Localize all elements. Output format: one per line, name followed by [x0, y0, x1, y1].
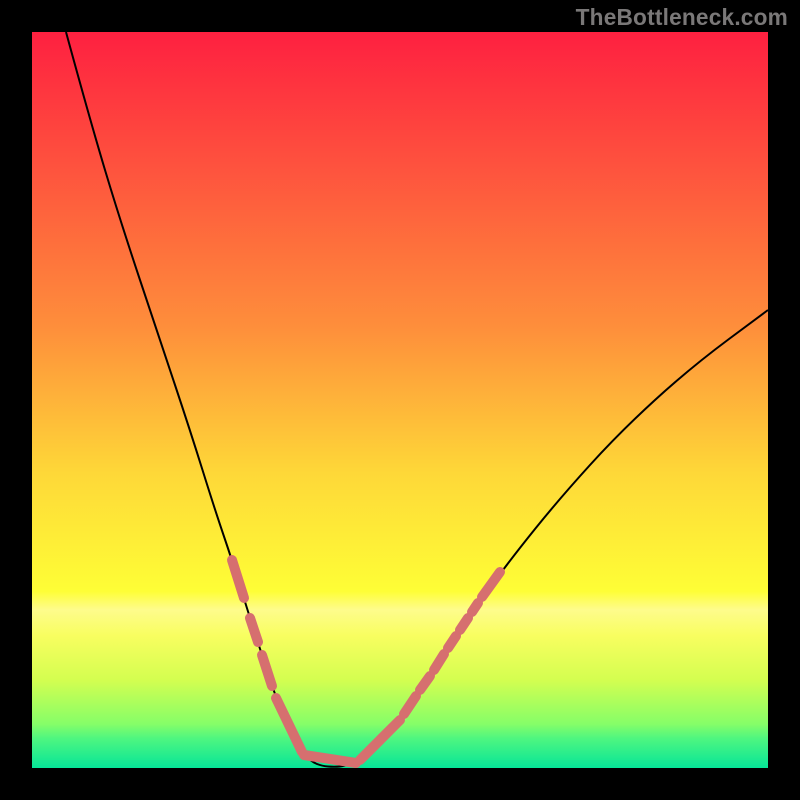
marker-segment — [360, 720, 400, 760]
marker-segment — [250, 618, 258, 642]
marker-segment — [472, 603, 478, 612]
v-curve-main — [66, 32, 768, 767]
marker-segment — [404, 696, 416, 714]
marker-segment — [434, 654, 444, 670]
curve-overlay — [0, 0, 800, 800]
outer-frame: TheBottleneck.com — [0, 0, 800, 800]
marker-segment — [460, 618, 468, 630]
marker-segment — [420, 676, 430, 690]
plot-area — [32, 32, 768, 768]
marker-segment — [276, 698, 302, 752]
marker-segment — [232, 560, 244, 598]
marker-segment-group — [232, 560, 500, 763]
marker-segment — [262, 655, 272, 686]
marker-segment — [448, 636, 456, 648]
marker-segment — [482, 572, 500, 597]
